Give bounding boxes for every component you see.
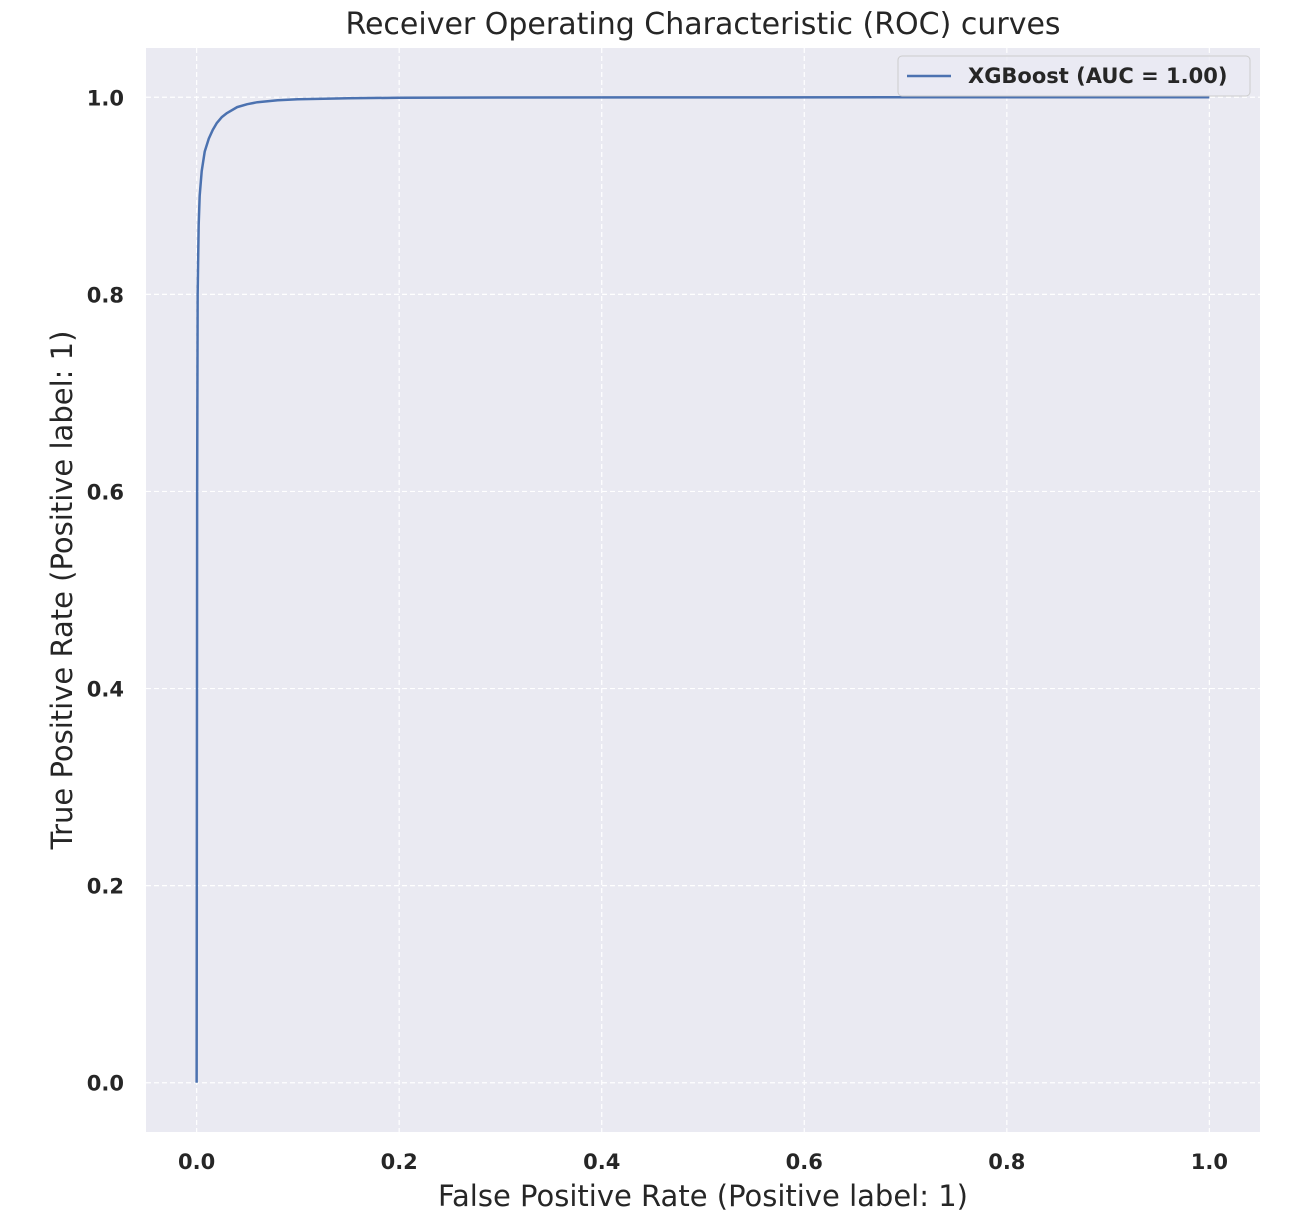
x-tick-label: 0.8 [988, 1150, 1025, 1174]
x-tick-label: 0.2 [381, 1150, 418, 1174]
y-tick-label: 0.2 [87, 875, 124, 899]
x-ticks: 0.0 0.2 0.4 0.6 0.8 1.0 [178, 1150, 1228, 1174]
y-tick-label: 1.0 [87, 86, 124, 110]
x-axis-label: False Positive Rate (Positive label: 1) [438, 1179, 968, 1213]
y-axis-label: True Positive Rate (Positive label: 1) [45, 331, 79, 851]
x-tick-label: 0.6 [786, 1150, 823, 1174]
x-tick-label: 1.0 [1191, 1150, 1228, 1174]
y-tick-label: 0.8 [87, 283, 124, 307]
y-tick-label: 0.4 [87, 678, 124, 702]
x-tick-label: 0.0 [178, 1150, 215, 1174]
legend-box [897, 55, 1251, 97]
roc-curve-line [195, 96, 1210, 1083]
grid [146, 48, 1260, 1132]
y-tick-label: 0.0 [87, 1072, 124, 1096]
series-layer [195, 96, 1210, 1083]
y-ticks: 0.0 0.2 0.4 0.6 0.8 1.0 [87, 86, 124, 1095]
legend: XGBoost (AUC = 1.00) [897, 55, 1251, 97]
legend-label: XGBoost (AUC = 1.00) [968, 64, 1227, 88]
plot-area [146, 48, 1260, 1132]
chart-title: Receiver Operating Characteristic (ROC) … [345, 7, 1060, 42]
y-tick-label: 0.6 [87, 480, 124, 504]
x-tick-label: 0.4 [583, 1150, 620, 1174]
